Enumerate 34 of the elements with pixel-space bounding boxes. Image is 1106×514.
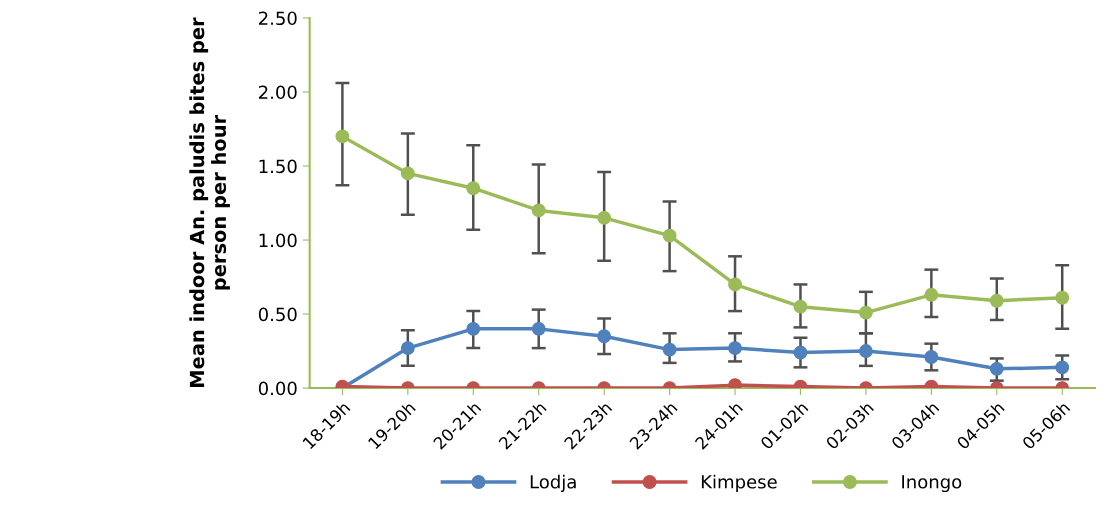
- point: [793, 345, 808, 360]
- point: [924, 350, 939, 364]
- point: [728, 277, 742, 292]
- point: [858, 344, 873, 359]
- legend-label: Lodja: [530, 474, 576, 493]
- point: [597, 329, 612, 344]
- y-axis-title: Mean indoor An. paludis bites per person per hour: [189, 17, 230, 387]
- y-tick-label: 0.00: [258, 381, 297, 396]
- y-tick-label: 2.00: [259, 85, 297, 100]
- y-tick-label: 1.50: [259, 159, 297, 174]
- point: [1055, 290, 1070, 305]
- legend-label: Inongo: [902, 475, 962, 493]
- point: [1055, 360, 1070, 375]
- point: [466, 321, 481, 336]
- point: [335, 129, 350, 144]
- point: [597, 210, 612, 225]
- point: [728, 341, 742, 356]
- y-tick-label: 1.00: [259, 233, 297, 248]
- point: [924, 287, 939, 302]
- point: [531, 321, 546, 336]
- point: [531, 203, 546, 218]
- point: [662, 342, 677, 357]
- point: [400, 166, 415, 181]
- point: [989, 293, 1004, 308]
- point: [793, 299, 808, 314]
- point: [662, 228, 677, 243]
- y-tick-label: 0.50: [258, 307, 297, 322]
- point: [858, 305, 873, 320]
- y-tick-label: 2.50: [259, 11, 297, 26]
- point: [989, 361, 1004, 376]
- point: [466, 181, 481, 196]
- legend-label: Kimpese: [701, 474, 777, 493]
- point: [728, 378, 742, 389]
- point: [400, 341, 415, 356]
